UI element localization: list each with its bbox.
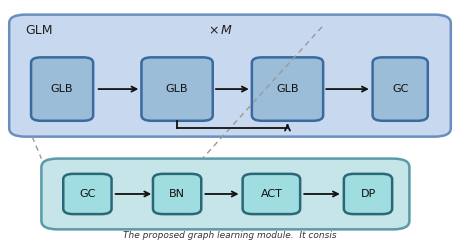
Text: GLB: GLB — [166, 84, 188, 94]
Text: GLM: GLM — [25, 24, 53, 37]
Text: GLB: GLB — [51, 84, 73, 94]
FancyBboxPatch shape — [372, 57, 427, 121]
FancyBboxPatch shape — [63, 174, 112, 214]
FancyBboxPatch shape — [242, 174, 299, 214]
Text: ACT: ACT — [260, 189, 282, 199]
Text: DP: DP — [359, 189, 375, 199]
Text: GC: GC — [79, 189, 95, 199]
Text: GC: GC — [391, 84, 408, 94]
FancyBboxPatch shape — [9, 15, 450, 137]
FancyBboxPatch shape — [252, 57, 323, 121]
FancyBboxPatch shape — [343, 174, 392, 214]
Text: GLB: GLB — [276, 84, 298, 94]
Text: $\times\,M$: $\times\,M$ — [208, 24, 233, 37]
FancyBboxPatch shape — [153, 174, 201, 214]
FancyBboxPatch shape — [141, 57, 212, 121]
FancyBboxPatch shape — [31, 57, 93, 121]
Text: The proposed graph learning module.  It consis: The proposed graph learning module. It c… — [123, 231, 336, 240]
Text: BN: BN — [169, 189, 185, 199]
FancyBboxPatch shape — [41, 159, 409, 229]
